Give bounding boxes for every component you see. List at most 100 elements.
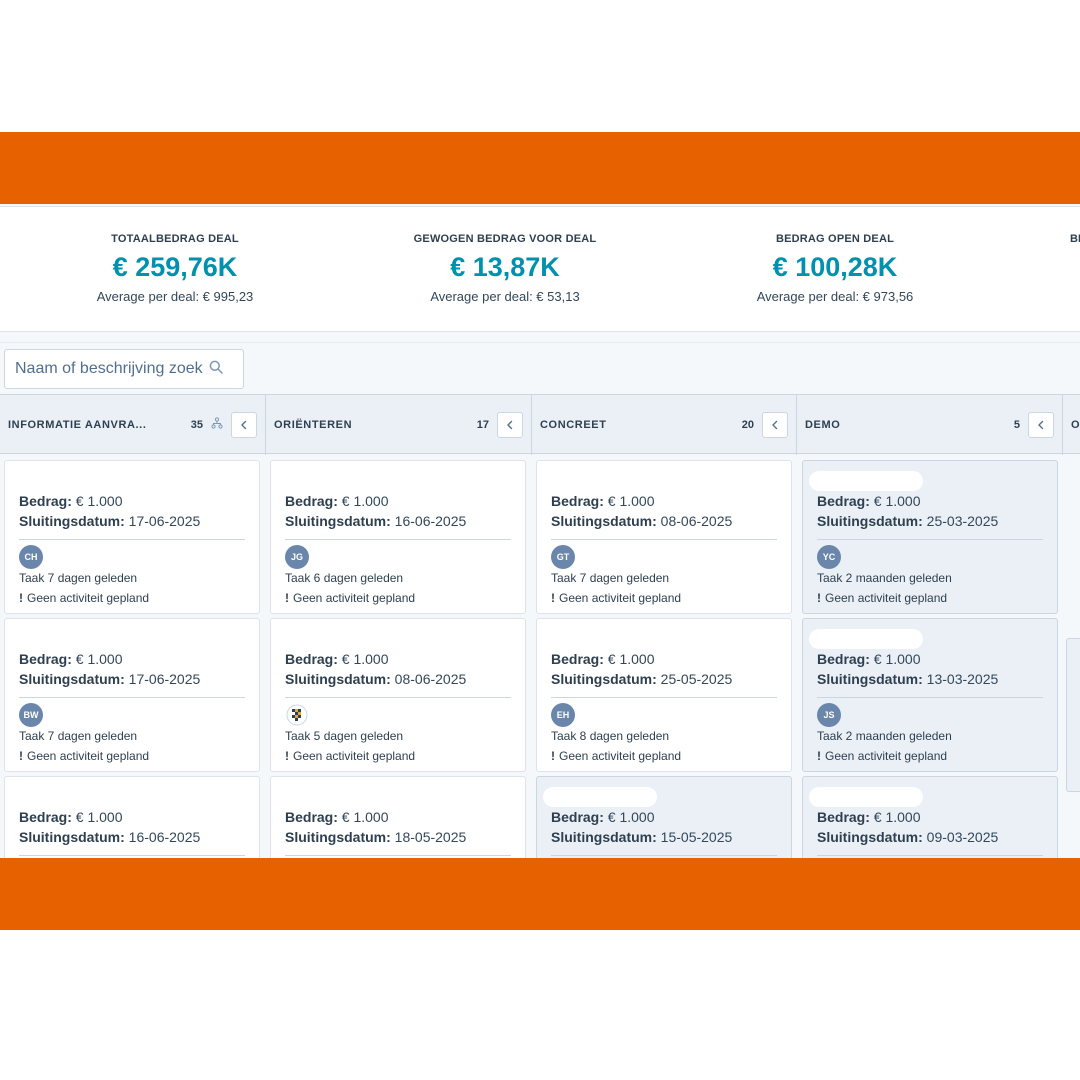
card-divider (817, 697, 1043, 698)
deal-card[interactable]: Bedrag: € 1.000 Sluitingsdatum: 25-03-202… (802, 460, 1058, 614)
bottom-orange-band (0, 858, 1080, 930)
column-name: O (1071, 419, 1080, 431)
no-activity-warning: ! Geen activiteit gepland (551, 749, 681, 763)
amount-value: € 1.000 (75, 493, 123, 509)
deal-amount: Bedrag: € 1.000 (285, 809, 389, 825)
metric-label: BEDRAG OPEN DEAL (775, 233, 895, 245)
collapse-column-button[interactable] (762, 412, 788, 438)
close-date-value: 16-06-2025 (128, 829, 201, 845)
column-count: 5 (1013, 419, 1020, 431)
exclamation-icon: ! (285, 749, 289, 763)
exclamation-icon: ! (817, 749, 821, 763)
deal-close-date: Sluitingsdatum: 09-03-2025 (817, 829, 998, 845)
column-name: INFORMATIE AANVRA... (8, 419, 147, 431)
close-date-label: Sluitingsdatum: (551, 671, 657, 687)
metric-average: Average per deal: € 53,13 (430, 289, 580, 304)
search-icon (209, 360, 223, 379)
close-date-label: Sluitingsdatum: (19, 829, 125, 845)
deal-card[interactable]: Bedrag: € 1.000 Sluitingsdatum: 25-05-202… (536, 618, 792, 772)
amount-label: Bedrag: (817, 809, 870, 825)
deal-amount: Bedrag: € 1.000 (19, 809, 123, 825)
metric-weighted-amount: GEWOGEN BEDRAG VOOR DEAL € 13,87K Averag… (355, 233, 655, 304)
chevron-left-icon (241, 420, 247, 430)
close-date-value: 08-06-2025 (394, 671, 467, 687)
deal-amount: Bedrag: € 1.000 (19, 493, 123, 509)
deal-card[interactable]: Bedrag: € 1.000 Sluitingsdatum: 16-06-202… (270, 460, 526, 614)
column-header-orienteren[interactable]: ORIËNTEREN 17 (266, 395, 532, 455)
deal-close-date: Sluitingsdatum: 17-06-2025 (19, 513, 200, 529)
amount-value: € 1.000 (873, 809, 921, 825)
amount-value: € 1.000 (607, 651, 655, 667)
redacted-deal-name (543, 787, 657, 807)
card-divider (19, 539, 245, 540)
deal-card[interactable]: Bedrag: € 1.000 Sluitingsdatum: 08-06-202… (270, 618, 526, 772)
no-activity-warning: ! Geen activiteit gepland (19, 591, 149, 605)
amount-label: Bedrag: (285, 651, 338, 667)
last-task: Taak 6 dagen geleden (285, 571, 404, 585)
no-activity-text: Geen activiteit gepland (825, 591, 948, 605)
card-divider (285, 855, 511, 856)
owner-avatar: CH (19, 545, 43, 569)
close-date-label: Sluitingsdatum: (817, 671, 923, 687)
deal-close-date: Sluitingsdatum: 16-06-2025 (285, 513, 466, 529)
deal-card[interactable]: Bedrag: € 1.000 Sluitingsdatum: 17-06-202… (4, 618, 260, 772)
deal-amount: Bedrag: € 1.000 (551, 809, 655, 825)
column-header-next[interactable]: O (1063, 395, 1080, 455)
last-task: Taak 2 maanden geleden (817, 729, 952, 743)
metric-total-amount: TOTAALBEDRAG DEAL € 259,76K Average per … (25, 233, 325, 304)
metric-label-partial: BI (1070, 233, 1080, 245)
owner-avatar: YC (817, 545, 841, 569)
card-divider (817, 855, 1043, 856)
amount-value: € 1.000 (341, 809, 389, 825)
deal-card[interactable]: Bedrag: € 1.000 Sluitingsdatum: 16-06-202… (4, 776, 260, 858)
deal-card[interactable]: Bedrag: € 1.000 Sluitingsdatum: 18-05-202… (270, 776, 526, 858)
deal-amount: Bedrag: € 1.000 (551, 493, 655, 509)
collapse-column-button[interactable] (497, 412, 523, 438)
column-header-informatie[interactable]: INFORMATIE AANVRA... 35 (0, 395, 266, 455)
column-count: 17 (476, 419, 489, 431)
exclamation-icon: ! (817, 591, 821, 605)
owner-avatar: EH (551, 703, 575, 727)
close-date-value: 15-05-2025 (660, 829, 733, 845)
close-date-label: Sluitingsdatum: (19, 513, 125, 529)
collapse-column-button[interactable] (1028, 412, 1054, 438)
deal-card-partial[interactable] (1066, 638, 1080, 792)
redacted-deal-name (809, 787, 923, 807)
last-task: Taak 7 dagen geleden (19, 729, 138, 743)
column-header-concreet[interactable]: CONCREET 20 (532, 395, 797, 455)
metric-average: Average per deal: € 995,23 (96, 289, 254, 304)
board-toolbar: Naam of beschrijving zoeken (0, 342, 1080, 394)
close-date-value: 13-03-2025 (926, 671, 999, 687)
collapse-column-button[interactable] (231, 412, 257, 438)
deal-card[interactable]: Bedrag: € 1.000 Sluitingsdatum: 09-03-202… (802, 776, 1058, 858)
search-input[interactable]: Naam of beschrijving zoeken (4, 349, 244, 389)
summary-bar: TOTAALBEDRAG DEAL € 259,76K Average per … (0, 206, 1080, 332)
close-date-label: Sluitingsdatum: (285, 671, 391, 687)
deal-card[interactable]: Bedrag: € 1.000 Sluitingsdatum: 13-03-202… (802, 618, 1058, 772)
deal-close-date: Sluitingsdatum: 25-05-2025 (551, 671, 732, 687)
no-activity-warning: ! Geen activiteit gepland (285, 749, 415, 763)
deal-amount: Bedrag: € 1.000 (551, 651, 655, 667)
deal-close-date: Sluitingsdatum: 08-06-2025 (285, 671, 466, 687)
deal-card[interactable]: Bedrag: € 1.000 Sluitingsdatum: 15-05-202… (536, 776, 792, 858)
card-divider (19, 855, 245, 856)
exclamation-icon: ! (551, 591, 555, 605)
close-date-value: 16-06-2025 (394, 513, 467, 529)
deal-close-date: Sluitingsdatum: 25-03-2025 (817, 513, 998, 529)
close-date-label: Sluitingsdatum: (551, 513, 657, 529)
deal-amount: Bedrag: € 1.000 (19, 651, 123, 667)
no-activity-text: Geen activiteit gepland (825, 749, 948, 763)
last-task: Taak 8 dagen geleden (551, 729, 670, 743)
column-name: CONCREET (540, 419, 607, 431)
exclamation-icon: ! (285, 591, 289, 605)
amount-label: Bedrag: (19, 809, 72, 825)
last-task: Taak 2 maanden geleden (817, 571, 952, 585)
close-date-label: Sluitingsdatum: (285, 829, 391, 845)
metric-label: GEWOGEN BEDRAG VOOR DEAL (413, 233, 597, 245)
deal-card[interactable]: Bedrag: € 1.000 Sluitingsdatum: 08-06-202… (536, 460, 792, 614)
hierarchy-icon[interactable] (211, 416, 223, 434)
amount-label: Bedrag: (551, 809, 604, 825)
no-activity-warning: ! Geen activiteit gepland (817, 591, 947, 605)
column-header-demo[interactable]: DEMO 5 (797, 395, 1063, 455)
deal-card[interactable]: Bedrag: € 1.000 Sluitingsdatum: 17-06-202… (4, 460, 260, 614)
